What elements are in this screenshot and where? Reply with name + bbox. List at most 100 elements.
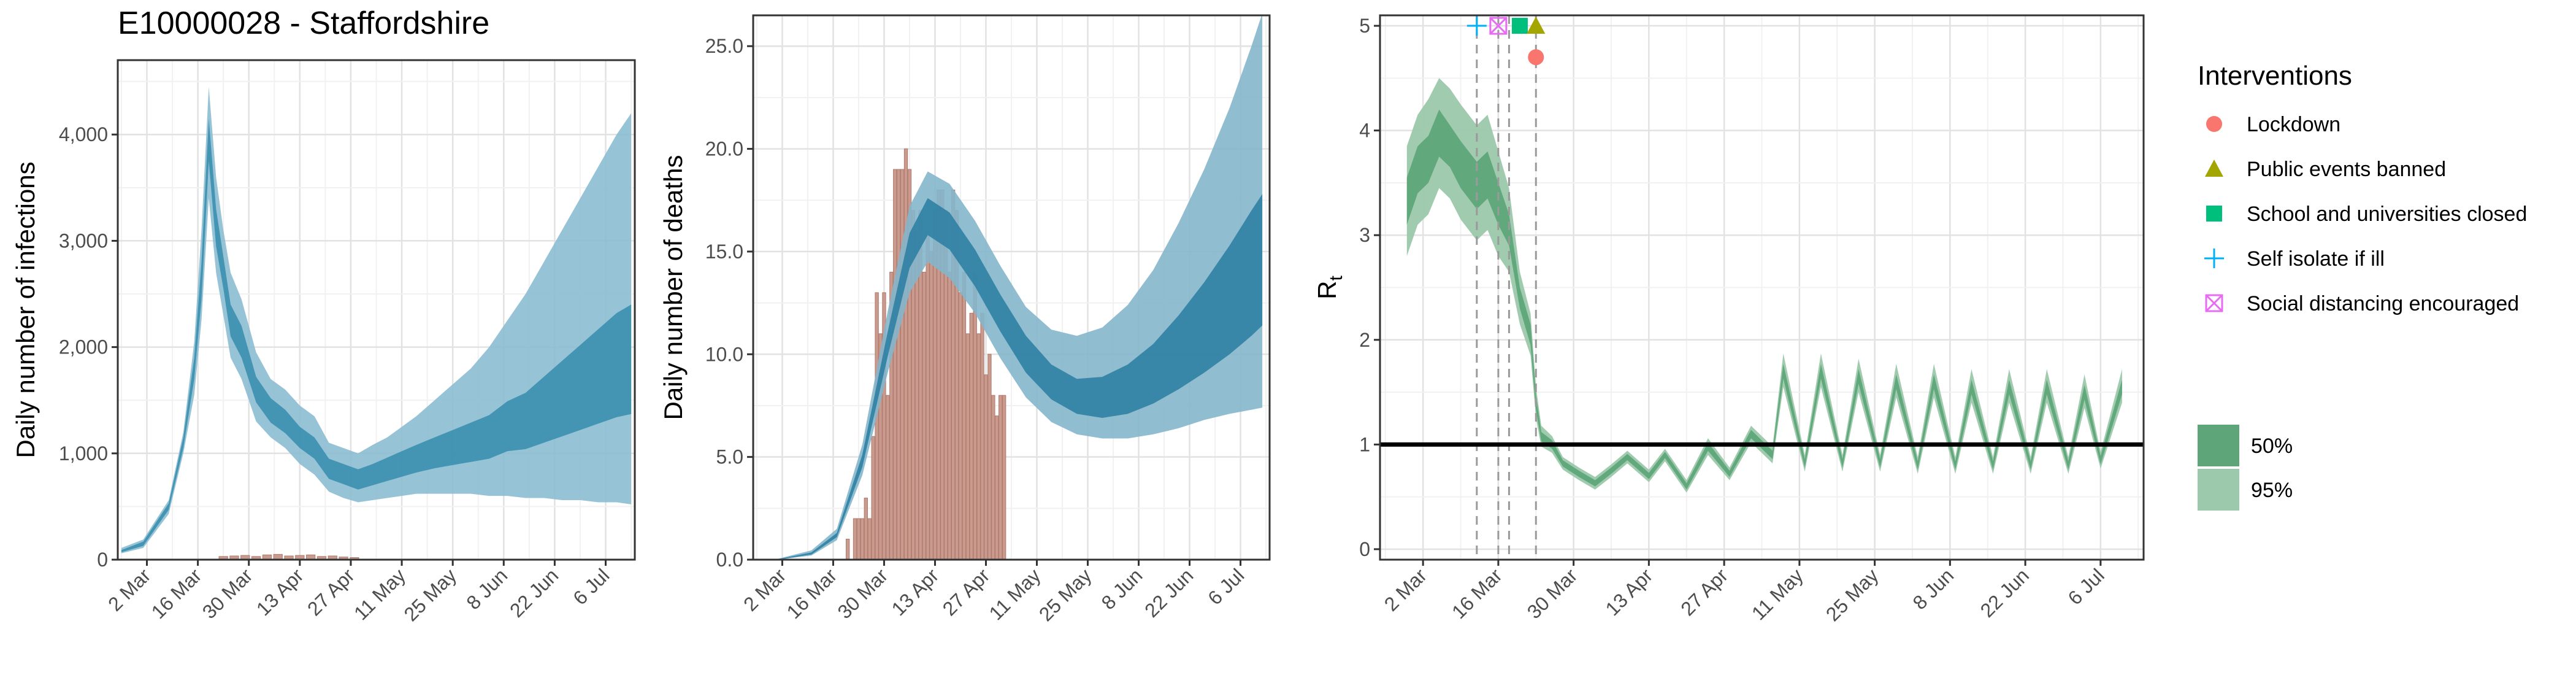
- observed-bar: [976, 333, 981, 560]
- y-tick-label: 4: [1359, 120, 1370, 142]
- x-tick-label: 30 Mar: [834, 564, 892, 623]
- legend-title: Interventions: [2198, 61, 2352, 91]
- observed-bar: [991, 395, 995, 560]
- x-tick-label: 30 Mar: [1523, 564, 1582, 623]
- chart-panel-3: 2 Mar 16 Mar 30 Mar 13 Apr 27 Apr 11 May 25 Ma…: [1313, 14, 2145, 625]
- intervention-marker-lockdown: [1528, 49, 1544, 66]
- legend-key-social_distancing: [2205, 294, 2223, 312]
- observed-bar: [251, 556, 261, 560]
- legend-item-self_isolate: Self isolate if ill: [2204, 247, 2385, 271]
- x-tick-label: 13 Apr: [887, 564, 943, 620]
- observed-bar: [273, 554, 283, 560]
- legend-band-50%: 50%: [2198, 425, 2293, 466]
- x-tick-label: 8 Jun: [1909, 564, 1958, 614]
- legend-label: School and universities closed: [2247, 203, 2527, 226]
- x-tick-label: 6 Jul: [2064, 564, 2109, 609]
- y-axis-label: Rt: [1313, 276, 1346, 299]
- x-tick-label: 30 Mar: [198, 564, 257, 623]
- legend-key-lockdown: [2206, 116, 2222, 132]
- x-tick-label: 22 Jun: [505, 564, 562, 621]
- x-tick-label: 6 Jul: [569, 564, 613, 609]
- x-tick-label: 16 Mar: [1447, 564, 1506, 623]
- observed-bar: [339, 557, 348, 560]
- observed-bar: [853, 518, 857, 560]
- y-tick-label: 25.0: [705, 35, 743, 57]
- observed-bar: [889, 271, 894, 560]
- legend-label: Social distancing encouraged: [2247, 292, 2519, 315]
- legend-label: Public events banned: [2247, 158, 2446, 181]
- legend-label: Self isolate if ill: [2247, 247, 2385, 271]
- observed-bar: [926, 230, 930, 560]
- y-tick-label: 2,000: [59, 336, 108, 358]
- x-tick-label: 11 May: [350, 564, 410, 624]
- intervention-marker-public_events: [1527, 17, 1546, 34]
- band-50: [121, 118, 632, 552]
- intervention-marker-self_isolate: [1466, 16, 1487, 36]
- observed-bar: [980, 312, 984, 560]
- x-tick-label: 16 Mar: [783, 564, 841, 623]
- plot-frame: [1379, 14, 2145, 561]
- legend-item-lockdown: Lockdown: [2206, 113, 2340, 136]
- observed-bar: [965, 333, 970, 560]
- x-tick-label: 25 May: [399, 564, 461, 625]
- y-tick-label: 10.0: [705, 343, 743, 365]
- x-tick-label: 22 Jun: [1976, 564, 2033, 621]
- x-tick-label: 2 Mar: [1380, 564, 1432, 615]
- observed-bar: [218, 556, 228, 560]
- observed-bar: [875, 292, 879, 560]
- y-tick-label: 0: [1359, 538, 1370, 560]
- y-tick-label: 5: [1359, 15, 1370, 37]
- observed-bar: [903, 149, 908, 560]
- observed-bar: [984, 374, 988, 560]
- plot-frame: [752, 14, 1271, 561]
- x-tick-label: 8 Jun: [1097, 564, 1147, 614]
- y-tick-label: 2: [1359, 329, 1370, 351]
- marker-stroke: [2205, 294, 2223, 312]
- observed-bar: [958, 292, 963, 560]
- intervention-marker-school: [1511, 18, 1528, 34]
- x-tick-label: 8 Jun: [462, 564, 512, 614]
- observed-bar: [882, 292, 886, 560]
- legend-label: Lockdown: [2247, 113, 2340, 136]
- y-tick-label: 0: [97, 549, 108, 571]
- observed-bar: [897, 169, 901, 560]
- legend-item-social_distancing: Social distancing encouraged: [2205, 292, 2519, 315]
- observed-bar: [867, 518, 872, 560]
- observed-bar: [969, 312, 973, 560]
- legend-item-public_events: Public events banned: [2205, 158, 2446, 181]
- y-tick-label: 1: [1359, 433, 1370, 455]
- observed-bar: [893, 169, 897, 560]
- y-tick-label: 1,000: [59, 442, 108, 465]
- observed-bar: [922, 271, 926, 560]
- observed-bar: [860, 518, 865, 560]
- y-tick-label: 20.0: [705, 138, 743, 160]
- observed-bar: [962, 271, 967, 560]
- x-tick-label: 13 Apr: [252, 564, 308, 620]
- observed-bar: [907, 169, 912, 560]
- observed-bar: [864, 498, 868, 560]
- observed-bar: [878, 333, 883, 560]
- y-axis-label: Daily number of infections: [11, 161, 40, 458]
- x-tick-label: 11 May: [1747, 564, 1807, 624]
- x-tick-label: 6 Jul: [1203, 564, 1248, 609]
- observed-bar: [987, 353, 992, 560]
- observed-bar: [929, 251, 933, 560]
- y-tick-label: 3,000: [59, 230, 108, 252]
- x-tick-label: 16 Mar: [147, 564, 206, 623]
- legend-key-self_isolate: [2204, 249, 2224, 268]
- y-tick-label: 3: [1359, 224, 1370, 246]
- legend-key-public_events: [2205, 160, 2223, 177]
- y-tick-label: 15.0: [705, 241, 743, 263]
- marker-stroke: [1489, 17, 1507, 35]
- observed-bar: [948, 271, 952, 560]
- intervention-marker-social_distancing: [1489, 17, 1508, 35]
- observed-bar: [846, 539, 850, 560]
- observed-bar: [999, 395, 1003, 560]
- observed-bar: [900, 169, 905, 560]
- observed-bar: [973, 271, 977, 560]
- x-tick-label: 27 Apr: [303, 564, 359, 620]
- x-tick-label: 13 Apr: [1601, 564, 1657, 620]
- y-axis-label-subscript: t: [1326, 276, 1346, 281]
- y-tick-label: 4,000: [59, 123, 108, 145]
